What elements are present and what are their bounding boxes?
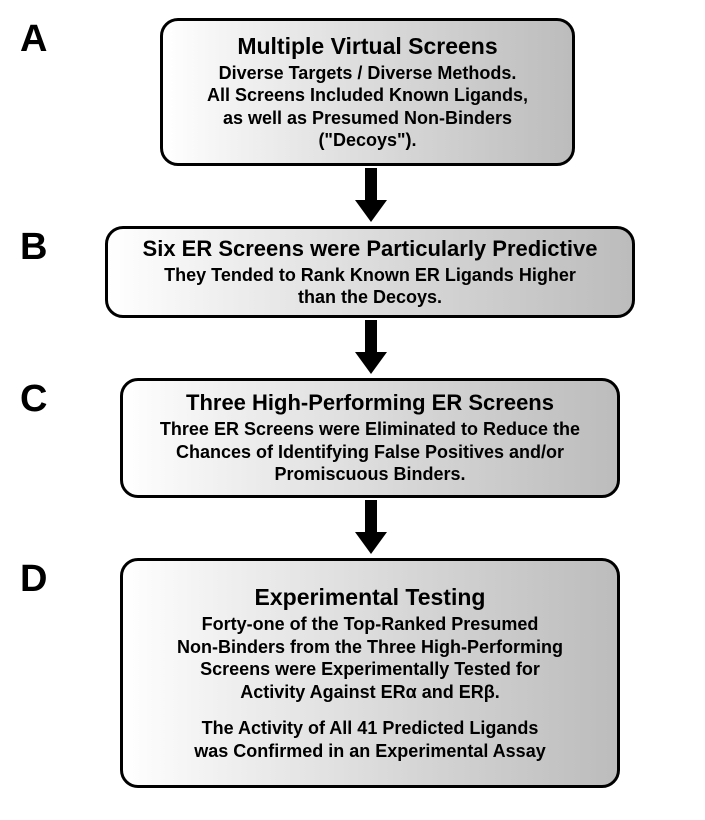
box-d-g1-line-0: Forty-one of the Top-Ranked Presumed: [202, 614, 539, 634]
box-d-body-2: The Activity of All 41 Predicted Ligands…: [141, 717, 599, 762]
box-c-line-1: Chances of Identifying False Positives a…: [176, 442, 564, 462]
step-label-a: A: [20, 18, 47, 61]
box-d-g2-line-0: The Activity of All 41 Predicted Ligands: [202, 718, 539, 738]
box-c-title: Three High-Performing ER Screens: [141, 390, 599, 416]
step-label-d: D: [20, 558, 47, 601]
box-d-body-1: Forty-one of the Top-Ranked Presumed Non…: [141, 613, 599, 703]
box-d-title: Experimental Testing: [141, 584, 599, 611]
box-d-g1-line-1: Non-Binders from the Three High-Performi…: [177, 637, 563, 657]
box-d-g1-line-2: Screens were Experimentally Tested for: [200, 659, 540, 679]
flowchart-container: A Multiple Virtual Screens Diverse Targe…: [0, 0, 705, 820]
box-a: Multiple Virtual Screens Diverse Targets…: [160, 18, 575, 166]
box-b-line-1: than the Decoys.: [298, 287, 442, 307]
arrow-shaft: [365, 500, 377, 532]
box-c: Three High-Performing ER Screens Three E…: [120, 378, 620, 498]
box-a-line-1: All Screens Included Known Ligands,: [207, 85, 528, 105]
box-d: Experimental Testing Forty-one of the To…: [120, 558, 620, 788]
arrow-shaft: [365, 168, 377, 200]
box-d-gap: [141, 703, 599, 717]
box-d-g2-line-1: was Confirmed in an Experimental Assay: [194, 741, 545, 761]
step-label-b: B: [20, 226, 47, 269]
arrow-head-icon: [355, 532, 387, 554]
box-a-body: Diverse Targets / Diverse Methods. All S…: [181, 62, 554, 152]
arrow-a-b: [355, 168, 387, 222]
box-c-line-2: Promiscuous Binders.: [274, 464, 465, 484]
arrow-b-c: [355, 320, 387, 374]
box-d-g1-line-3: Activity Against ERα and ERβ.: [240, 682, 499, 702]
arrow-c-d: [355, 500, 387, 554]
box-b: Six ER Screens were Particularly Predict…: [105, 226, 635, 318]
box-b-line-0: They Tended to Rank Known ER Ligands Hig…: [164, 265, 576, 285]
arrow-head-icon: [355, 352, 387, 374]
box-c-line-0: Three ER Screens were Eliminated to Redu…: [160, 419, 580, 439]
box-a-line-2: as well as Presumed Non-Binders: [223, 108, 512, 128]
box-a-title: Multiple Virtual Screens: [181, 33, 554, 60]
box-c-body: Three ER Screens were Eliminated to Redu…: [141, 418, 599, 486]
step-label-c: C: [20, 378, 47, 421]
arrow-head-icon: [355, 200, 387, 222]
box-b-title: Six ER Screens were Particularly Predict…: [126, 236, 614, 262]
arrow-shaft: [365, 320, 377, 352]
box-a-line-3: ("Decoys").: [318, 130, 416, 150]
box-b-body: They Tended to Rank Known ER Ligands Hig…: [126, 264, 614, 309]
box-a-line-0: Diverse Targets / Diverse Methods.: [219, 63, 517, 83]
